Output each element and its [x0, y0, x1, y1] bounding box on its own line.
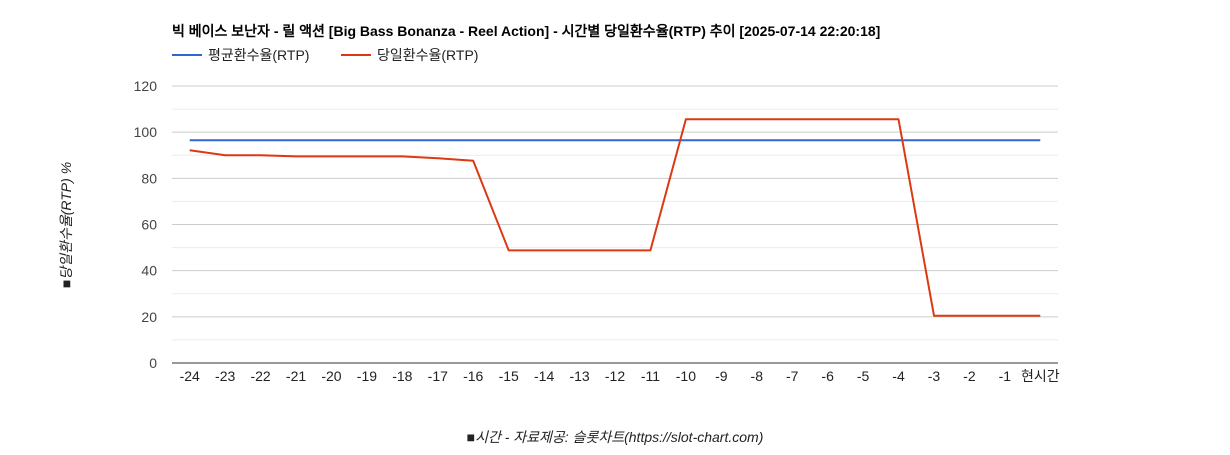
- legend-label-average: 평균환수율(RTP): [208, 47, 309, 63]
- legend: 평균환수율(RTP) 당일환수율(RTP): [172, 47, 478, 63]
- x-tick-label: -6: [821, 368, 834, 384]
- y-axis-label: ■당일환수율(RTP) %: [58, 162, 74, 288]
- x-tick-label: -2: [963, 368, 976, 384]
- x-tick-label: -17: [428, 368, 448, 384]
- x-tick-label: -20: [321, 368, 341, 384]
- series-line-daily: [189, 118, 1041, 317]
- x-tick-label: -18: [392, 368, 412, 384]
- x-tick-label: 현시간: [1021, 368, 1060, 384]
- x-tick-label: -13: [569, 368, 589, 384]
- x-tick-label: -15: [499, 368, 519, 384]
- x-tick-label: -19: [357, 368, 377, 384]
- y-tick-label: 120: [134, 78, 158, 94]
- chart-title: 빅 베이스 보난자 - 릴 액션 [Big Bass Bonanza - Ree…: [172, 23, 880, 39]
- y-tick-label: 20: [141, 309, 157, 325]
- x-tick-label: -1: [999, 368, 1012, 384]
- grid: [172, 85, 1058, 341]
- x-tick-label: -7: [786, 368, 799, 384]
- series-lines: [189, 118, 1041, 317]
- y-tick-label: 40: [141, 263, 157, 279]
- x-tick-label: -9: [715, 368, 728, 384]
- x-tick-label: -5: [857, 368, 870, 384]
- legend-label-daily: 당일환수율(RTP): [377, 47, 478, 63]
- x-axis-label: ■시간 - 자료제공: 슬롯차트(https://slot-chart.com): [467, 429, 764, 445]
- x-tick-label: -12: [605, 368, 625, 384]
- x-tick-label: -23: [215, 368, 235, 384]
- y-tick-label: 80: [141, 170, 157, 186]
- x-tick-label: -21: [286, 368, 306, 384]
- x-tick-label: -24: [180, 368, 200, 384]
- x-tick-label: -4: [892, 368, 905, 384]
- x-tick-label: -10: [676, 368, 696, 384]
- x-tick-label: -22: [250, 368, 270, 384]
- x-tick-label: -11: [641, 368, 660, 384]
- x-tick-label: -8: [751, 368, 764, 384]
- x-axis-ticks: -24 -23 -22 -21 -20 -19 -18 -17 -16 -15 -14 -13 -12-…: [180, 368, 1060, 384]
- y-tick-label: 100: [134, 124, 158, 140]
- y-tick-label: 60: [141, 217, 157, 233]
- x-tick-label: -14: [534, 368, 554, 384]
- x-tick-label: -3: [928, 368, 941, 384]
- y-axis-ticks: 0 20 40 60 80 100 120: [134, 78, 158, 371]
- x-tick-label: -16: [463, 368, 483, 384]
- y-tick-label: 0: [149, 355, 157, 371]
